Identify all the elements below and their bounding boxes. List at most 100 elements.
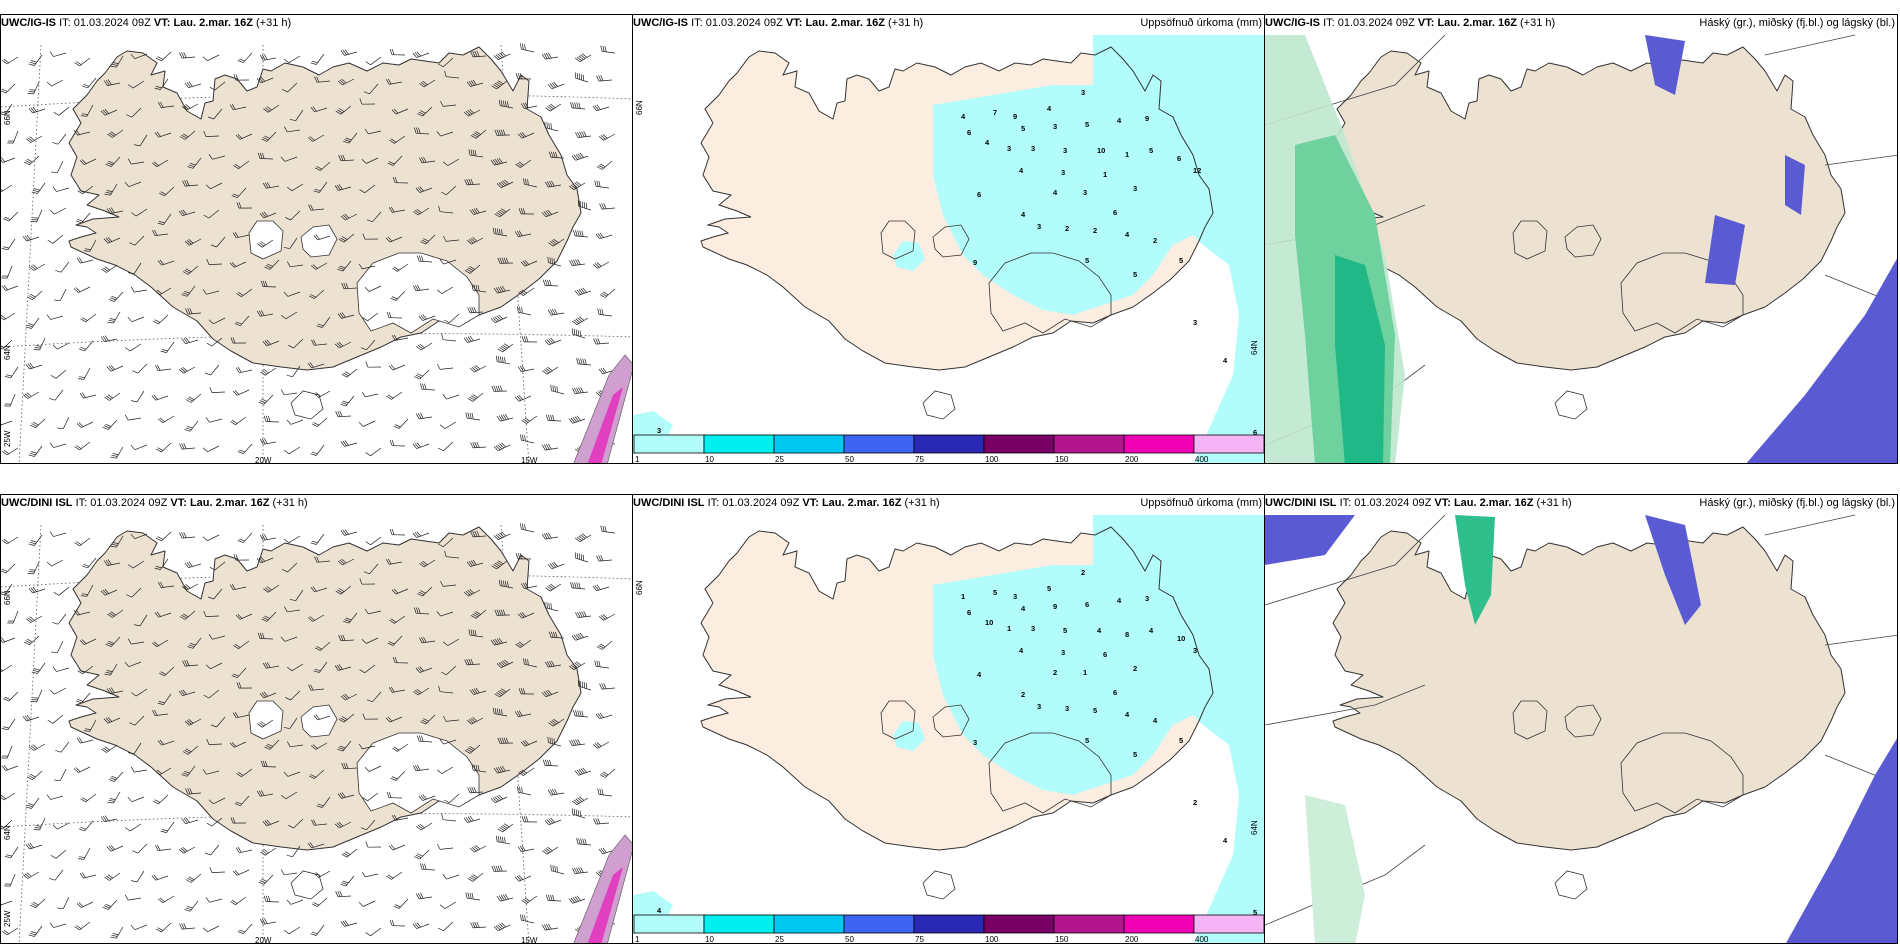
wind-barb xyxy=(390,290,406,301)
wind-barb xyxy=(341,762,358,770)
hatched-area xyxy=(573,354,632,463)
wind-barb xyxy=(4,873,16,887)
wind-barb xyxy=(124,181,142,188)
glacier-outline xyxy=(1564,704,1602,738)
wind-barb xyxy=(361,871,379,878)
grid-line xyxy=(1764,514,1856,536)
wind-barb xyxy=(128,262,142,275)
wind-barb xyxy=(181,337,199,345)
wind-barb xyxy=(129,235,145,246)
wind-barb xyxy=(261,611,277,622)
wind-barb xyxy=(127,638,145,645)
wind-barb xyxy=(51,640,64,654)
precip-value: 3 xyxy=(1081,88,1085,97)
heavy-precip-area xyxy=(587,867,623,943)
wind-barb xyxy=(178,689,196,697)
lat-label-64: 64N xyxy=(1250,340,1259,355)
wind-barb xyxy=(493,51,511,61)
wind-barb xyxy=(181,583,199,591)
wind-barb xyxy=(412,442,430,449)
lon-label-20: 20W xyxy=(255,456,272,464)
mid-cloud-dense xyxy=(1335,255,1385,463)
wind-barb xyxy=(101,744,118,753)
precip-value: 7 xyxy=(993,108,997,117)
wind-barb xyxy=(152,794,169,805)
wind-barb xyxy=(128,560,145,569)
wind-barb xyxy=(288,338,304,349)
colorbar-tick: 200 xyxy=(1125,935,1139,944)
wind-barb xyxy=(365,927,382,937)
wind-barb xyxy=(158,101,175,108)
colorbar-tick: 50 xyxy=(845,935,854,944)
wind-barb xyxy=(493,531,511,541)
wind-barb xyxy=(470,609,487,619)
wind-barb xyxy=(316,316,331,328)
precip-value: 6 xyxy=(1253,428,1257,437)
wind-barb xyxy=(230,337,247,344)
wind-barb xyxy=(104,872,121,881)
wind-barb xyxy=(25,615,43,623)
wind-barb xyxy=(182,180,199,187)
wind-barb xyxy=(313,714,331,721)
wind-barb xyxy=(592,104,610,112)
wind-barb xyxy=(1,636,16,643)
wind-barb xyxy=(103,559,121,566)
wind-barb xyxy=(364,128,382,135)
wind-barb xyxy=(391,334,409,341)
wind-barb xyxy=(283,535,301,544)
wind-barb xyxy=(436,766,454,774)
wind-barb xyxy=(2,927,19,936)
wind-barb xyxy=(548,631,565,639)
precip-value: 3 xyxy=(657,426,661,435)
wind-barb xyxy=(107,609,124,618)
wind-barb xyxy=(233,554,250,561)
precip-value: 4 xyxy=(1021,604,1026,613)
wind-barb xyxy=(182,745,199,755)
precip-land-area xyxy=(933,85,1208,315)
wind-barb xyxy=(420,714,436,725)
wind-barb xyxy=(541,443,559,451)
precip-land-area xyxy=(933,565,1208,795)
wind-barb xyxy=(463,335,481,343)
colorbar-swatch xyxy=(633,914,705,934)
wind-barb xyxy=(83,239,97,252)
wind-barb xyxy=(232,712,250,719)
wind-barb xyxy=(28,534,43,546)
wind-barb xyxy=(80,313,97,323)
wind-barb xyxy=(79,872,97,879)
wind-barb xyxy=(359,664,376,674)
wind-barb xyxy=(362,233,379,240)
wind-barb xyxy=(518,208,535,215)
wind-barb xyxy=(415,666,433,673)
wind-barbs xyxy=(1,43,616,459)
grid-line xyxy=(1764,34,1856,56)
wind-barb xyxy=(308,769,325,779)
wind-barb xyxy=(280,791,298,800)
wind-barb xyxy=(2,447,19,456)
precip-value: 3 xyxy=(1063,146,1067,155)
wind-barb xyxy=(577,680,592,691)
wind-barb xyxy=(74,441,91,451)
high-cloud-area xyxy=(1645,35,1685,95)
wind-barb xyxy=(1,265,13,279)
wind-barb xyxy=(184,718,202,726)
wind-barb xyxy=(574,533,592,542)
precip-value: 3 xyxy=(1133,184,1137,193)
wind-barb xyxy=(340,920,358,927)
glacier-outline xyxy=(1554,390,1588,420)
wind-barb xyxy=(7,130,19,144)
wind-barb xyxy=(574,53,592,62)
wind-barb xyxy=(185,393,202,403)
wind-barb xyxy=(521,415,538,424)
wind-barb xyxy=(470,441,487,449)
precip-value: 9 xyxy=(973,258,977,267)
wind-barb xyxy=(127,796,145,803)
wind-barb xyxy=(494,208,511,218)
wind-barb xyxy=(202,54,220,62)
precip-value: 3 xyxy=(1061,648,1065,657)
wind-barb xyxy=(283,291,301,297)
wind-barb xyxy=(236,768,253,777)
wind-barb xyxy=(599,768,616,778)
wind-barb xyxy=(442,158,460,166)
glacier-area xyxy=(248,220,284,260)
